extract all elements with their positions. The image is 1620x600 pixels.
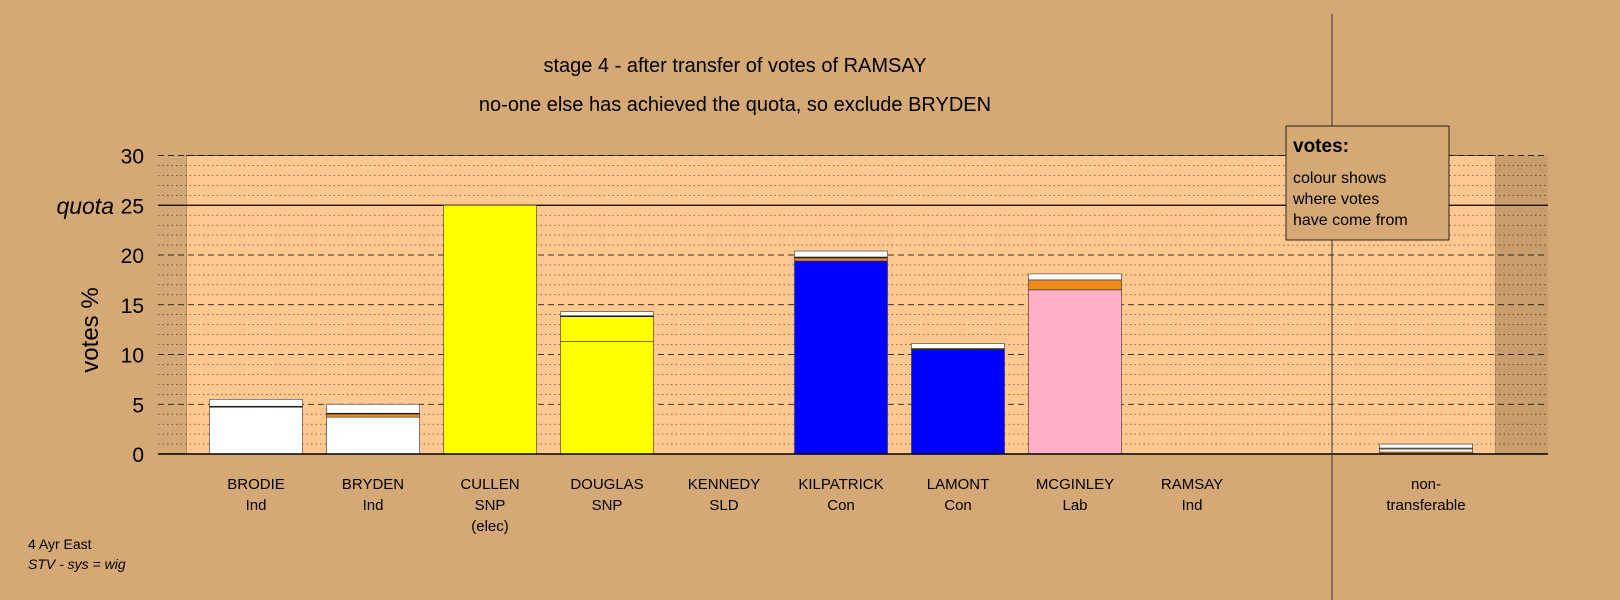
candidate-name: CULLEN — [460, 476, 519, 493]
candidate-name: KILPATRICK — [798, 476, 883, 493]
bar-segment — [1379, 448, 1473, 453]
bar-segment — [911, 349, 1005, 455]
bar-5 — [794, 250, 888, 455]
bar-3 — [560, 311, 654, 455]
legend-line-3: have come from — [1293, 212, 1408, 229]
bar-segment — [326, 403, 420, 414]
bar-segment — [209, 398, 303, 407]
x-category-labels: BRODIE Ind BRYDEN Ind CULLEN SNP (elec) DOUGLAS… — [227, 476, 1223, 535]
bar-nontransferable — [1379, 443, 1473, 455]
quota-label: quota — [56, 193, 114, 219]
y-tick-label: 10 — [121, 345, 144, 368]
bar-segment — [560, 316, 654, 342]
chart-title: stage 4 - after transfer of votes of RAM… — [543, 55, 926, 77]
candidate-name: BRODIE — [227, 476, 285, 493]
candidate-name: RAMSAY — [1161, 476, 1223, 493]
bar-segment — [1028, 279, 1122, 291]
candidate-party: SLD — [709, 497, 738, 514]
legend-box: votes: colour shows where votes have com… — [1285, 125, 1450, 241]
bar-segment — [560, 341, 654, 455]
nontransferable-label-line1: non- — [1411, 476, 1441, 493]
legend-title: votes: — [1293, 136, 1349, 157]
x-label-cullen: CULLEN SNP (elec) — [460, 476, 519, 535]
candidate-name: BRYDEN — [342, 476, 404, 493]
candidate-note: (elec) — [471, 518, 509, 535]
bar-segment — [1028, 273, 1122, 281]
y-tick-label: 30 — [121, 146, 144, 169]
y-tick-label: 5 — [132, 394, 144, 417]
footer-ward: 4 Ayr East — [28, 536, 92, 552]
axes — [158, 14, 1548, 600]
bar-segment — [911, 343, 1005, 349]
candidate-party: Con — [827, 497, 855, 514]
x-label-kilpatrick: KILPATRICK Con — [798, 476, 883, 514]
bar-segment — [326, 413, 420, 418]
bar-2 — [443, 204, 537, 455]
y-tick-label: 25 — [121, 195, 144, 218]
candidate-name: LAMONT — [927, 476, 990, 493]
bar-segment — [1028, 289, 1122, 455]
x-label-bryden: BRYDEN Ind — [342, 476, 404, 514]
bar-segment — [794, 257, 888, 262]
candidate-party: Con — [944, 497, 972, 514]
y-axis-label: votes % — [77, 287, 104, 372]
candidate-party: Ind — [246, 497, 267, 514]
x-label-kennedy: KENNEDY SLD — [688, 476, 761, 514]
bar-segment — [794, 260, 888, 455]
nontransferable-label: non- transferable — [1386, 476, 1465, 514]
candidate-party: Ind — [1182, 497, 1203, 514]
candidate-party: SNP — [475, 497, 506, 514]
bar-6 — [911, 343, 1005, 455]
y-tick-label: 0 — [132, 444, 144, 467]
bar-segment — [209, 406, 303, 455]
x-label-ramsay: RAMSAY Ind — [1161, 476, 1223, 514]
y-tick-labels: 0 5 10 15 20 25 30 — [121, 146, 144, 468]
candidate-name: KENNEDY — [688, 476, 761, 493]
x-label-mcginley: MCGINLEY Lab — [1036, 476, 1114, 514]
footer-system: STV - sys = wig — [28, 556, 126, 572]
candidate-party: SNP — [592, 497, 623, 514]
bar-segment — [560, 311, 654, 316]
y-tick-label: 20 — [121, 245, 144, 268]
bar-segment — [443, 204, 537, 455]
chart-subtitle: no-one else has achieved the quota, so e… — [479, 94, 991, 116]
bar-1 — [326, 403, 420, 455]
candidate-party: Lab — [1062, 497, 1087, 514]
candidate-name: DOUGLAS — [570, 476, 643, 493]
bar-0 — [209, 398, 303, 455]
bar-segment — [794, 250, 888, 258]
bar-7 — [1028, 273, 1122, 455]
legend-line-2: where votes — [1292, 191, 1379, 208]
bar-segment — [326, 416, 420, 455]
nontransferable-label-line2: transferable — [1386, 497, 1465, 514]
candidate-name: MCGINLEY — [1036, 476, 1114, 493]
x-label-brodie: BRODIE Ind — [227, 476, 285, 514]
legend-line-1: colour shows — [1293, 170, 1386, 187]
legend-frame — [1285, 125, 1450, 241]
bar-segment — [1379, 443, 1473, 449]
bars — [209, 204, 1473, 455]
x-label-douglas: DOUGLAS SNP — [570, 476, 643, 514]
x-label-lamont: LAMONT Con — [927, 476, 990, 514]
candidate-party: Ind — [363, 497, 384, 514]
y-tick-label: 15 — [121, 295, 144, 318]
